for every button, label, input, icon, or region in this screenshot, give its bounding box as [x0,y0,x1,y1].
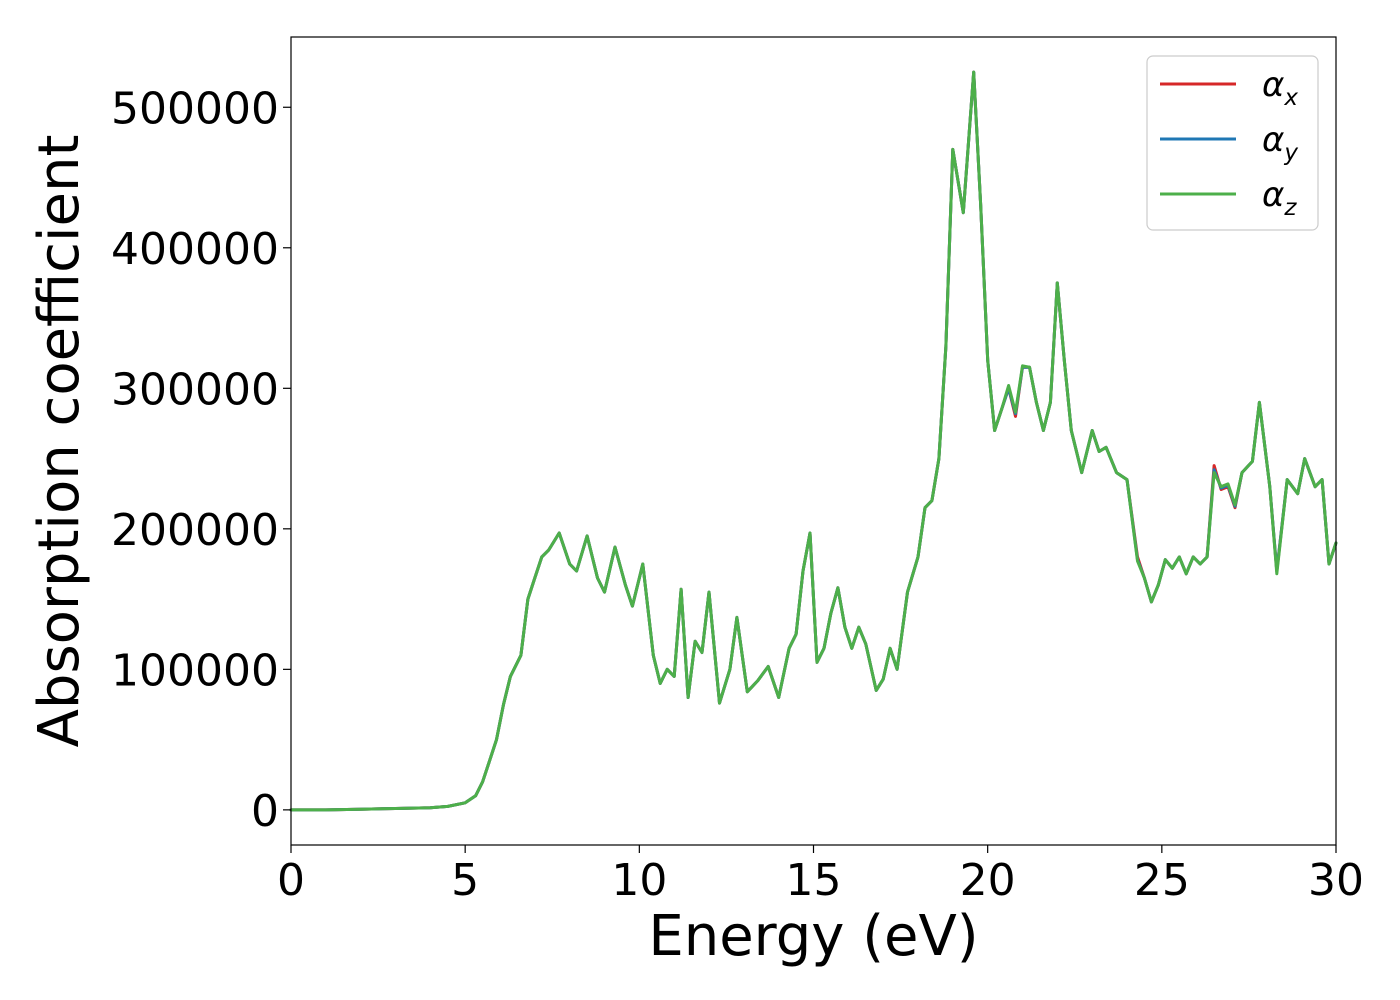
series-lines [289,70,1338,812]
x-tick-label: 0 [277,855,305,906]
legend: αx αy αz [1146,55,1319,231]
x-tick-label: 25 [1134,855,1190,906]
x-tick-label: 15 [786,855,842,906]
y-tick-label: 200000 [111,505,279,556]
x-tick-label: 20 [960,855,1016,906]
series-line-3 [289,70,1338,812]
y-axis-title: Absorption coefficient [27,135,92,748]
y-axis: 0 100000 200000 300000 400000 500000 [111,83,291,837]
legend-label: αz [1262,175,1297,221]
y-tick-label: 300000 [111,364,279,415]
y-tick-label: 400000 [111,224,279,275]
y-tick-label: 100000 [111,645,279,696]
x-tick-label: 5 [451,855,479,906]
y-tick-label: 0 [251,786,279,837]
x-tick-label: 30 [1308,855,1364,906]
legend-label: αy [1262,120,1298,166]
legend-label: αx [1262,65,1298,111]
x-tick-label: 10 [611,855,667,906]
x-axis: 0 5 10 15 20 25 30 [277,845,1364,906]
legend-box [1146,55,1319,231]
x-axis-title: Energy (eV) [648,904,978,969]
y-tick-label: 500000 [111,83,279,134]
